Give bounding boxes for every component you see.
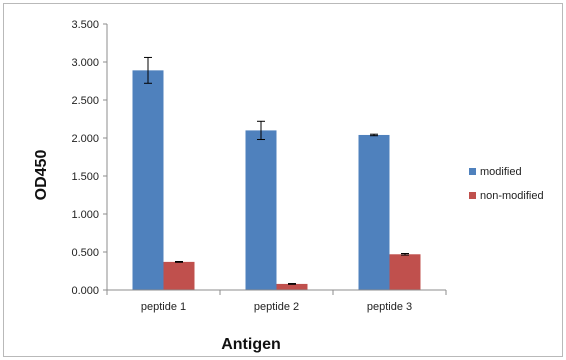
- y-tick-label: 2.500: [71, 95, 99, 107]
- y-tick-label: 0.000: [71, 285, 99, 297]
- bars: [132, 70, 421, 290]
- legend-label-modified: modified: [480, 166, 522, 178]
- x-axis-title: Antigen: [221, 336, 281, 353]
- y-tick-label: 3.000: [71, 57, 99, 69]
- x-axis-ticks: peptide 1 peptide 2 peptide 3: [106, 290, 447, 313]
- error-bar-modified-2: [257, 120, 265, 141]
- y-tick-label: 3.500: [71, 19, 99, 31]
- bar-modified-3: [358, 134, 390, 290]
- legend-swatch-modified: [469, 168, 476, 175]
- bar-modified-1: [132, 70, 164, 290]
- x-tick-label: peptide 2: [254, 301, 299, 313]
- y-tick-label: 1.500: [71, 171, 99, 183]
- y-axis-title: OD450: [33, 150, 50, 201]
- legend-swatch-non-modified: [469, 192, 476, 199]
- error-bars: [144, 56, 409, 285]
- legend: modified non-modified: [469, 166, 544, 202]
- legend-label-non-modified: non-modified: [480, 190, 544, 202]
- bar-non-modified-1: [163, 261, 195, 290]
- error-bar-modified-1: [144, 56, 152, 84]
- y-tick-label: 0.500: [71, 247, 99, 259]
- x-tick-label: peptide 1: [141, 301, 186, 313]
- bar-modified-2: [245, 130, 277, 290]
- error-bar-non-modified-2: [288, 283, 296, 285]
- error-bar-non-modified-3: [401, 253, 409, 256]
- bar-non-modified-2: [276, 283, 308, 290]
- y-tick-label: 2.000: [71, 133, 99, 145]
- error-bar-non-modified-1: [175, 261, 183, 263]
- chart-frame: [3, 3, 563, 357]
- y-axis-ticks: 0.000 0.500 1.000 1.500 2.000 2.500 3.000 3.500: [71, 19, 107, 297]
- x-tick-label: peptide 3: [367, 301, 412, 313]
- error-bar-modified-3: [370, 133, 378, 137]
- y-tick-label: 1.000: [71, 209, 99, 221]
- bar-non-modified-3: [389, 254, 421, 290]
